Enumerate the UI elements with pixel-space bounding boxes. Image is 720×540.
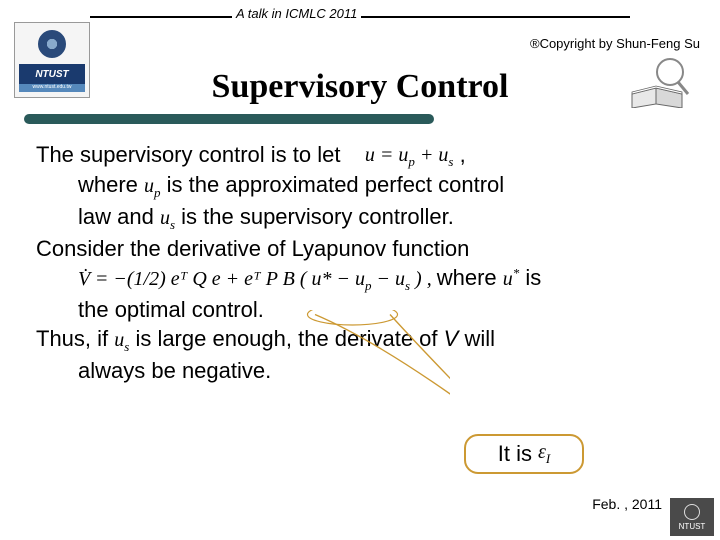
- book-icon: [626, 54, 692, 108]
- logo-wheel-icon: [38, 30, 66, 58]
- para-2-line-3: the optimal control.: [36, 295, 692, 325]
- header-talk-title: A talk in ICMLC 2011: [232, 6, 361, 21]
- para-3-line-2: always be negative.: [36, 356, 692, 386]
- eq-up: up: [144, 175, 161, 197]
- title-underline: [24, 114, 434, 124]
- para-2-line-1: Consider the derivative of Lyapunov func…: [36, 234, 692, 264]
- para-1-line-1: The supervisory control is to let u = up…: [36, 140, 692, 170]
- eq1-end: ,: [453, 142, 465, 167]
- page-title: Supervisory Control: [0, 68, 720, 106]
- var-V: V: [444, 326, 459, 351]
- p1a-text: The supervisory control is to let: [36, 142, 340, 167]
- callout-box: It is εI: [464, 434, 584, 474]
- ntust-badge: NTUST: [670, 498, 714, 536]
- para-1-line-2: where up is the approximated perfect con…: [36, 170, 692, 202]
- eq-lyapunov: V̇ = −(1/2) eᵀ Q e + eᵀ P B ( u* − up − …: [78, 268, 437, 290]
- para-1-line-3: law and us is the supervisory controller…: [36, 202, 692, 234]
- content-body: The supervisory control is to let u = up…: [36, 140, 692, 386]
- eq-us: us: [160, 207, 175, 229]
- eq-us2: us: [114, 329, 129, 351]
- callout-text: It is: [498, 441, 532, 467]
- badge-text: NTUST: [679, 522, 706, 531]
- para-3-line-1: Thus, if us is large enough, the derivat…: [36, 324, 692, 356]
- callout-symbol: εI: [538, 441, 550, 467]
- eq-ustar: u*: [503, 268, 520, 290]
- badge-wheel-icon: [684, 504, 700, 520]
- eq-u-def: u = up + us: [365, 142, 454, 171]
- copyright-text: ®Copyright by Shun-Feng Su: [530, 36, 700, 51]
- footer-date: Feb. , 2011: [592, 496, 662, 512]
- para-2-line-2: V̇ = −(1/2) eᵀ Q e + eᵀ P B ( u* − up − …: [36, 263, 692, 295]
